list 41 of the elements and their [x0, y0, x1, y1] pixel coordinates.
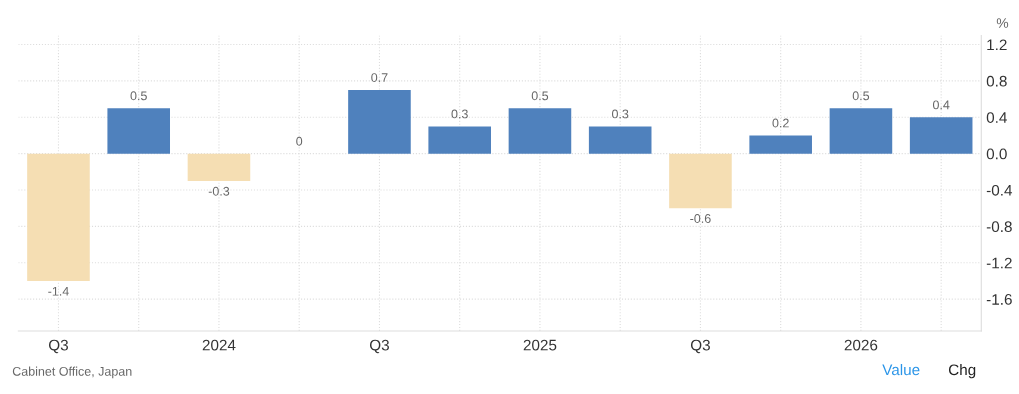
y-tick-label: -1.2 — [986, 257, 1012, 269]
data-label: 0.3 — [611, 109, 629, 119]
data-label: 0.5 — [130, 91, 147, 101]
y-tick-label: 0.4 — [986, 112, 1007, 123]
bar — [428, 126, 491, 154]
bar — [749, 135, 812, 154]
x-tick-label: 2024 — [202, 339, 236, 351]
bar — [508, 108, 572, 154]
data-label: -1.4 — [48, 286, 69, 296]
x-tick-label: Q3 — [49, 339, 68, 354]
data-label: 0.5 — [531, 91, 549, 101]
bar — [187, 153, 251, 181]
y-tick-label: 1.2 — [987, 39, 1007, 51]
data-label: 0.2 — [772, 118, 789, 128]
x-tick-label: 2025 — [523, 339, 557, 351]
text: Value — [882, 364, 920, 376]
y-tick-label: -0.4 — [986, 184, 1013, 196]
y-tick-label: 0.8 — [986, 75, 1007, 87]
data-label: -0.6 — [690, 214, 711, 223]
bar — [348, 90, 411, 154]
text: Chg — [948, 364, 976, 379]
data-label: 0.5 — [852, 91, 870, 101]
data-label: 0.4 — [932, 100, 950, 110]
data-label: 0 — [296, 136, 303, 146]
bar — [909, 117, 973, 154]
data-label: 0.3 — [451, 109, 468, 119]
bar — [829, 108, 893, 154]
bar — [669, 153, 732, 209]
data-label: 0.7 — [371, 73, 388, 82]
bar — [107, 108, 171, 154]
y-tick-label: 0.0 — [986, 148, 1007, 160]
x-tick-label: Q3 — [369, 339, 389, 354]
y-axis-title: % — [996, 18, 1009, 28]
y-tick-label: -1.6 — [986, 294, 1012, 305]
bar — [27, 153, 90, 281]
text: Cabinet Office, Japan — [12, 366, 132, 379]
x-tick-label: 2026 — [844, 339, 878, 351]
bar — [588, 126, 652, 154]
x-tick-label: Q3 — [690, 339, 710, 354]
y-tick-label: -0.8 — [986, 221, 1012, 233]
data-label: -0.3 — [208, 186, 230, 196]
